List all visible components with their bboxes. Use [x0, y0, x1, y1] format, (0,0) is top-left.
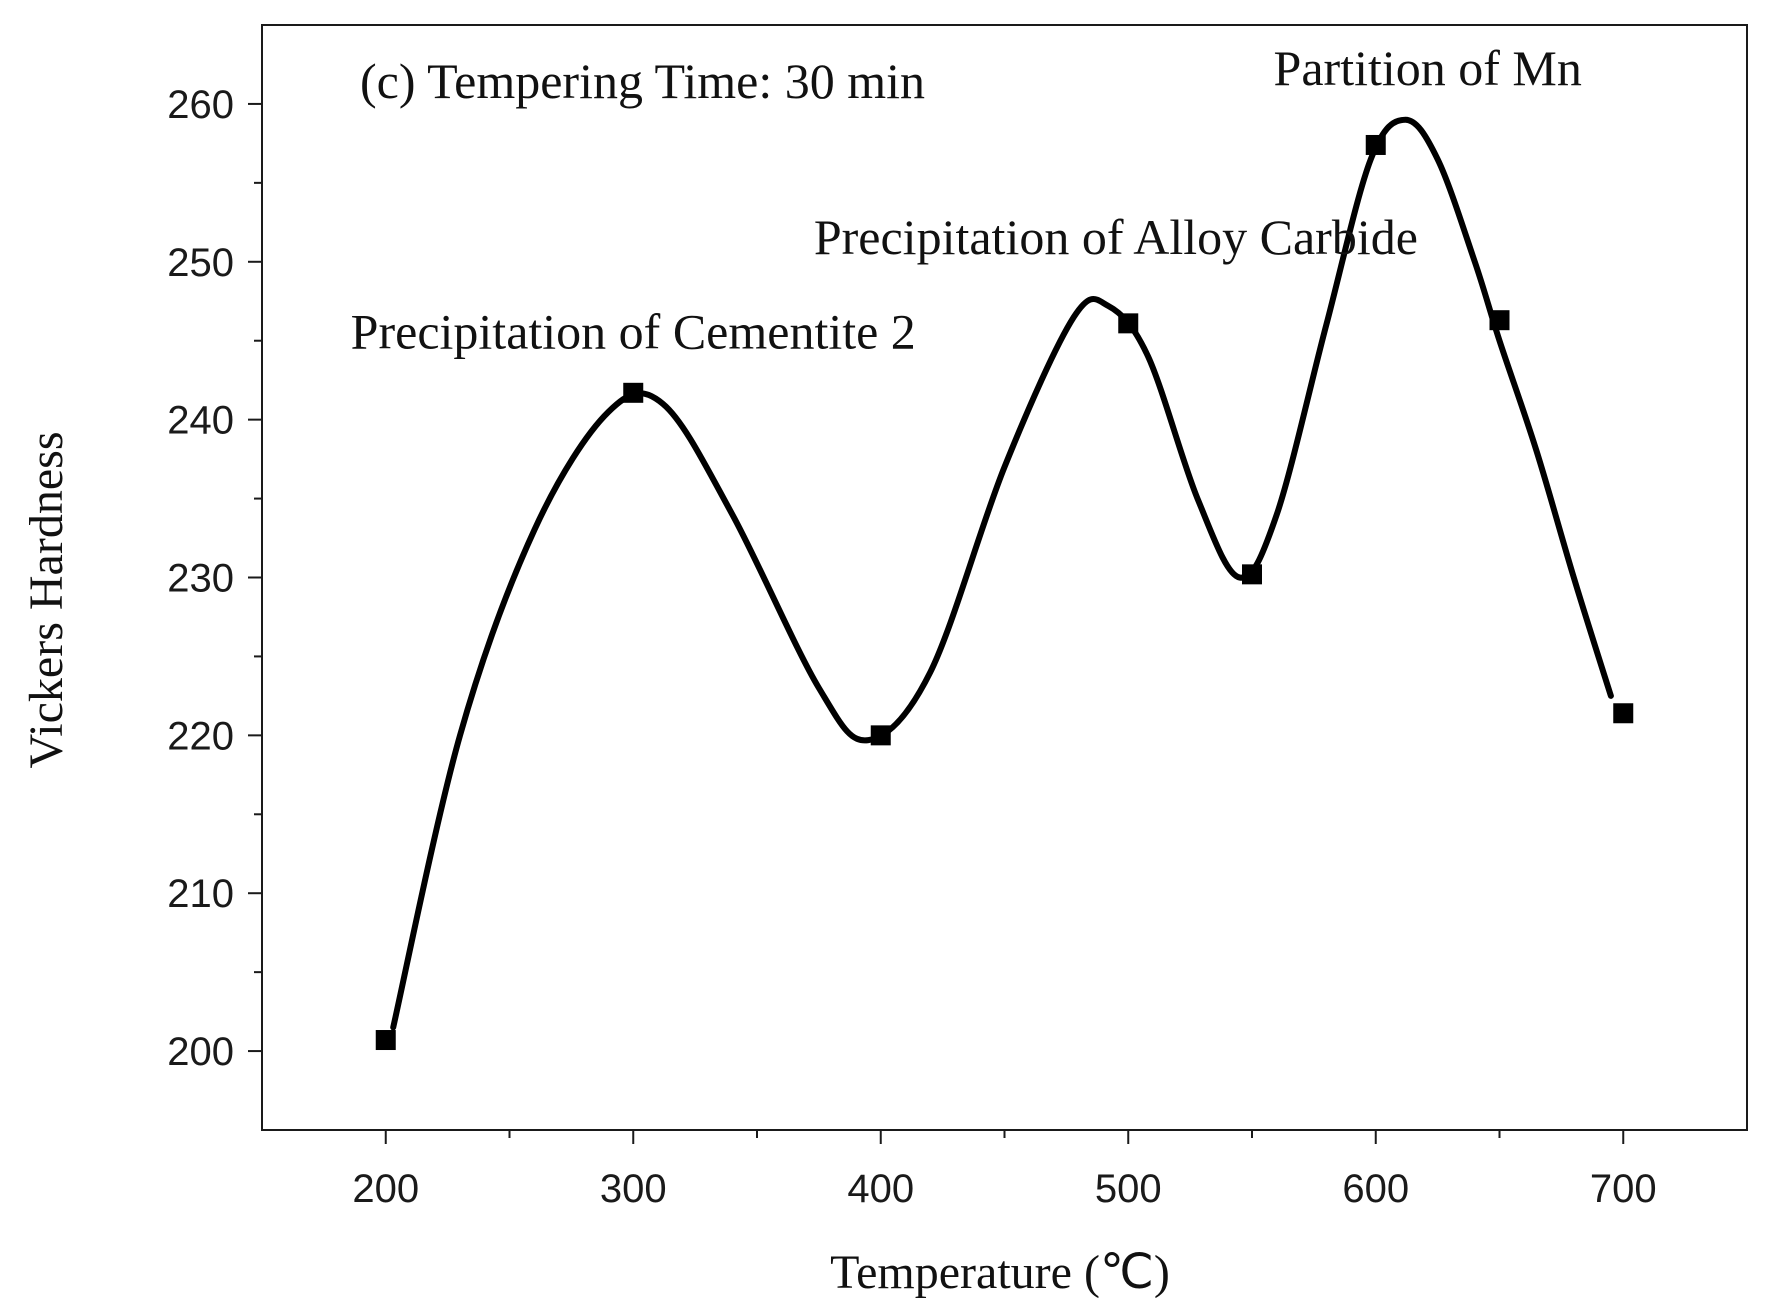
x-tick-label: 300 — [600, 1167, 667, 1211]
y-tick-label: 200 — [167, 1030, 234, 1074]
data-point-marker — [1489, 310, 1510, 331]
y-tick-label: 220 — [167, 714, 234, 758]
x-tick-label: 400 — [847, 1167, 914, 1211]
x-axis-title: Temperature (℃) — [830, 1246, 1170, 1299]
chart-annotation: Precipitation of Alloy Carbide — [814, 209, 1418, 265]
y-tick-label: 210 — [167, 872, 234, 916]
chart-annotation: Precipitation of Cementite 2 — [351, 304, 916, 360]
chart-annotation: Partition of Mn — [1274, 40, 1582, 96]
x-tick-label: 500 — [1095, 1167, 1162, 1211]
x-tick-label: 600 — [1342, 1167, 1409, 1211]
x-tick-label: 700 — [1590, 1167, 1657, 1211]
data-point-marker — [1613, 703, 1634, 724]
y-tick-label: 250 — [167, 241, 234, 285]
data-point-marker — [870, 725, 891, 746]
y-axis-title: Vickers Hardness — [20, 431, 73, 768]
data-point-marker — [1365, 134, 1386, 155]
data-point-marker — [623, 382, 644, 403]
y-tick-label: 240 — [167, 399, 234, 443]
data-point-marker — [1118, 313, 1139, 334]
chart-title: (c) Tempering Time: 30 min — [360, 53, 925, 109]
y-tick-label: 230 — [167, 557, 234, 601]
data-point-marker — [375, 1030, 396, 1051]
y-tick-label: 260 — [167, 83, 234, 127]
plot-area: 200 300 400 500 600 700 200 210 220 230 240 250 260 P… — [167, 24, 1748, 1211]
data-point-marker — [1242, 564, 1262, 585]
x-tick-label: 200 — [352, 1167, 419, 1211]
